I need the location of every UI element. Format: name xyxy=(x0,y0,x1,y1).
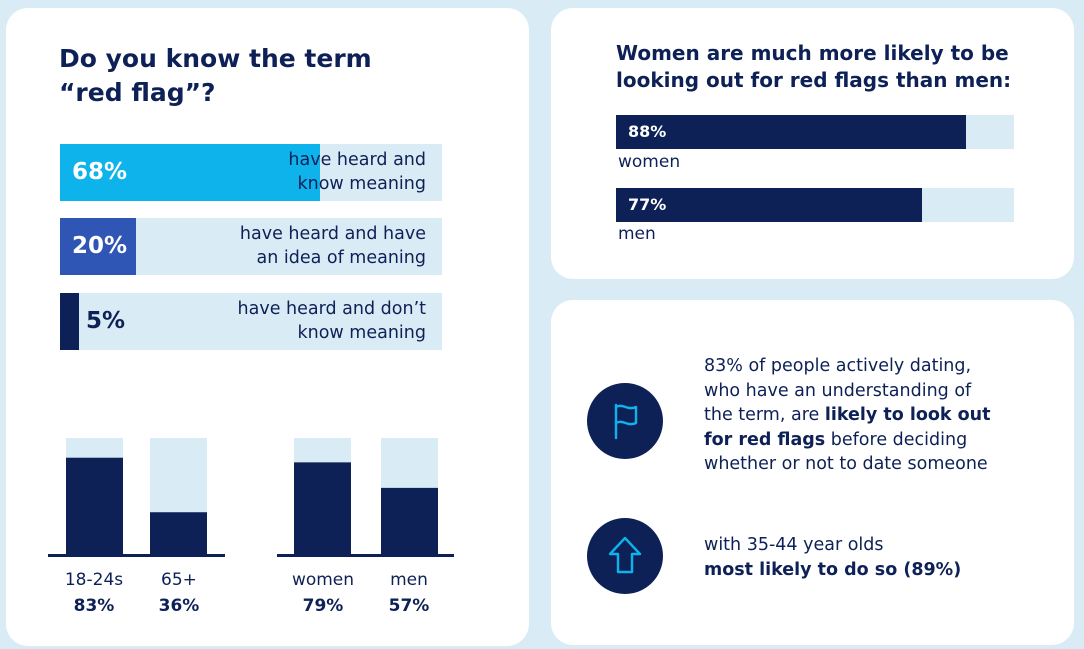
gender-bar-women: 88% xyxy=(616,115,1014,149)
age-group-stat-line2: most likely to do so (89%) xyxy=(704,558,1024,583)
age-group-stat-line1: with 35-44 year olds xyxy=(704,535,884,555)
awareness-bar-desc-line1: have heard and don’t xyxy=(237,299,426,319)
gender-bar-fill xyxy=(616,188,923,222)
age-label-65-plus: 65+ xyxy=(161,570,197,590)
dating-stat-line3-bold: likely to look out xyxy=(824,405,991,425)
dating-stats-card: 83% of people actively dating, who have … xyxy=(551,300,1074,645)
dating-stat-line2: who have an understanding of xyxy=(704,380,972,401)
gender-bar-0 xyxy=(294,462,351,554)
dating-stat-line4: for red flags before deciding xyxy=(704,428,1024,453)
arrow-up-icon xyxy=(587,518,663,594)
awareness-bar-pct: 20% xyxy=(72,233,128,259)
awareness-bar-idea-of-meaning: 20% have heard and have an idea of meani… xyxy=(60,218,442,275)
gender-comparison-title-line2: looking out for red flags than men: xyxy=(616,68,1012,92)
awareness-bar-desc-line2: know meaning xyxy=(297,174,427,194)
dating-stat-line1: 83% of people actively dating, xyxy=(704,356,972,376)
awareness-bar-pct: 68% xyxy=(72,159,128,185)
awareness-bar-fill xyxy=(60,293,80,350)
age-value-18-24: 83% xyxy=(73,596,115,616)
gender-bar-fill xyxy=(616,115,967,149)
gender-comparison-title: Women are much more likely to be looking… xyxy=(616,40,1036,94)
gender-bar-pct: 77% xyxy=(628,195,667,214)
gender-bar-1 xyxy=(381,487,438,554)
awareness-bar-know-meaning: 68% have heard and know meaning xyxy=(60,144,442,201)
awareness-bar-desc-line2: know meaning xyxy=(297,323,427,343)
awareness-card: Do you know the term “red flag”? 68% hav… xyxy=(6,8,529,646)
gender-comparison-title-line1: Women are much more likely to be xyxy=(616,41,1009,65)
gender-comparison-card: Women are much more likely to be looking… xyxy=(551,8,1074,279)
awareness-bar-desc: have heard and know meaning xyxy=(186,148,426,196)
dating-stat-line4-regular: before deciding xyxy=(825,429,968,450)
age-value-65-plus: 36% xyxy=(158,596,200,616)
dating-stat-line4-bold: for red flags xyxy=(704,429,826,450)
awareness-title-line1: Do you know the term xyxy=(59,44,372,73)
awareness-bar-desc-line1: have heard and have xyxy=(239,224,426,244)
age-label-18-24: 18-24s xyxy=(64,570,124,590)
gender-value-men: 57% xyxy=(388,596,430,616)
age-bar-0 xyxy=(66,457,123,554)
flag-icon xyxy=(587,383,663,459)
gender-label-women: women xyxy=(291,570,355,590)
gender-bar-chart xyxy=(277,438,454,557)
vertical-bar-charts xyxy=(48,438,454,557)
awareness-bar-pct: 5% xyxy=(86,308,126,334)
gender-bar-men: 77% xyxy=(616,188,1014,222)
gender-bar-pct: 88% xyxy=(628,122,667,141)
dating-stat-line5: whether or not to date someone xyxy=(704,454,988,474)
age-bar-1 xyxy=(150,512,207,554)
dating-stat-line3: the term, are likely to look out xyxy=(704,403,1024,428)
awareness-bar-fill xyxy=(60,144,320,201)
awareness-bar-desc-line1: have heard and xyxy=(288,150,426,170)
dating-stat-text: 83% of people actively dating, who have … xyxy=(704,354,1024,477)
gender-label-men: men xyxy=(390,570,428,590)
awareness-title-line2: “red flag”? xyxy=(59,78,216,107)
gender-bar-label-men: men xyxy=(618,224,656,244)
age-group-stat-text: with 35-44 year olds most likely to do s… xyxy=(704,533,1024,582)
awareness-title: Do you know the term “red flag”? xyxy=(59,42,479,110)
awareness-bar-desc: have heard and don’t know meaning xyxy=(186,297,426,345)
dating-stat-line3-regular: the term, are xyxy=(704,405,825,425)
awareness-bar-dont-know-meaning: 5% have heard and don’t know meaning xyxy=(60,293,442,350)
awareness-bar-fill xyxy=(60,218,137,275)
age-bar-chart xyxy=(48,438,225,557)
awareness-bar-desc: have heard and have an idea of meaning xyxy=(186,222,426,270)
gender-value-women: 79% xyxy=(302,596,344,616)
gender-bar-label-women: women xyxy=(618,152,681,172)
age-group-stat-line2-bold: most likely to do so (89%) xyxy=(704,559,962,580)
awareness-bar-desc-line2: an idea of meaning xyxy=(256,248,426,268)
